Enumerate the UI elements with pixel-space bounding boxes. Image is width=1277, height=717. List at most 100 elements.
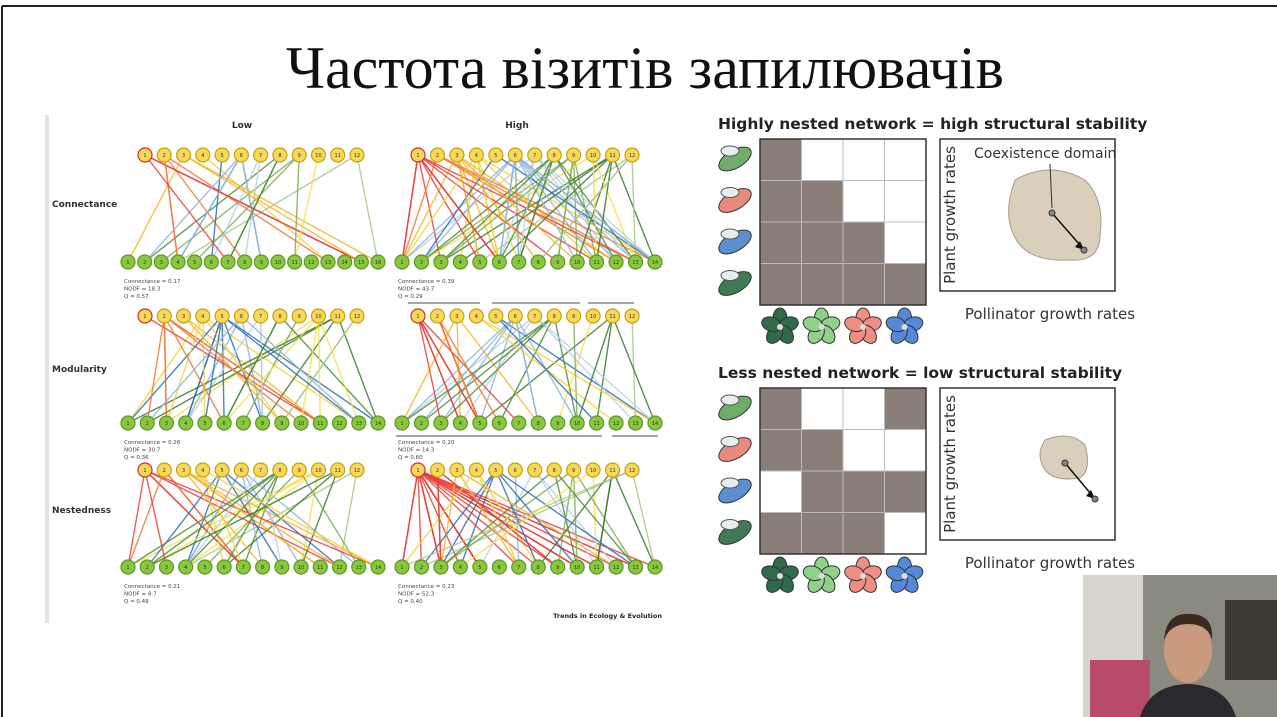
node-label: 12 [354,153,360,159]
node-label: 9 [572,468,575,474]
plant-node [394,254,410,270]
interaction-link [160,154,300,263]
plant-node [589,254,605,270]
interaction-link [202,315,283,424]
node-label: 16 [375,260,381,266]
slide-title: Частота візитів запилювачів [286,35,1004,101]
plant-node [647,415,663,431]
plant-center [901,324,908,330]
plant-node [303,254,319,270]
interaction-link [456,469,520,568]
annotation-leader [1049,163,1053,209]
coexistence-domain [1039,435,1089,480]
node-label: 12 [613,260,619,266]
interaction-link [127,469,165,568]
pollinator-node [291,462,307,478]
node-label: 4 [184,421,187,427]
matrix-cell [884,221,927,264]
node-label: 10 [275,260,281,266]
pollinator-node [507,308,523,324]
interaction-link [456,154,539,263]
interaction-link [240,315,360,424]
interaction-link [553,469,637,568]
plant-node [394,415,410,431]
node-label: 9 [556,421,559,427]
interaction-link [417,469,423,568]
interaction-link [456,154,578,263]
node-label: 13 [632,260,638,266]
node-label: 12 [354,314,360,320]
node-label: 9 [556,565,559,571]
pollinator-node [253,308,269,324]
network-panel: 1 2 3 4 5 6 7 8 9 10 11 121 2 3 4 5 6 7 8 9 10 11 12 13 14 15 16Co… [120,147,386,300]
node-label: 6 [240,153,243,159]
node-label: 9 [572,314,575,320]
node-label: 8 [278,314,281,320]
node-label: 11 [609,153,615,159]
node-label: 7 [242,565,245,571]
interaction-link [595,315,614,424]
pollinator-node [468,147,484,163]
pollinator-node [429,147,446,163]
interaction-link [146,315,242,424]
pollinator-node [214,147,230,163]
network-stat: Q = 0.57 [124,294,149,300]
matrix-cell [884,387,927,430]
plant-node [197,559,213,575]
node-label: 8 [553,468,556,474]
plant-node [235,415,251,431]
interaction-link [127,315,223,424]
plant-node [608,415,624,431]
interaction-link [421,315,555,424]
node-label: 6 [223,565,226,571]
row-label: Modularity [52,365,107,375]
pollinator-node [566,462,582,478]
pollinator-wing [720,145,740,157]
pollinator-node [429,308,446,324]
pollinator-node [214,308,230,324]
interaction-link [146,315,165,424]
pollinator-wing [720,228,740,240]
pollinator-node [137,147,153,163]
node-label: 3 [439,565,442,571]
row-label: Connectance [52,200,117,210]
plant-node [274,559,290,575]
axis-label: Plant growth rates [941,146,959,284]
interaction-link [537,154,633,263]
plant-node [253,254,269,270]
node-label: 14 [375,565,381,571]
interaction-link [338,469,358,568]
interaction-link [420,154,516,263]
node-label: 6 [223,421,226,427]
interaction-link [300,315,320,424]
network-stat: Q = 0.60 [398,455,423,461]
interaction-link [183,154,379,263]
node-label: 8 [537,421,540,427]
node-label: 14 [375,421,381,427]
interaction-link [436,315,500,424]
interaction-link [595,154,614,263]
node-label: 13 [632,565,638,571]
matrix-cell [842,221,885,264]
axis-label: Pollinator growth rates [965,305,1135,323]
plant-node [627,559,644,575]
node-label: 4 [459,421,462,427]
interaction-link [144,154,362,263]
network-stat: Connectance = 0.17 [124,279,181,285]
interaction-link [572,315,578,424]
node-label: 7 [259,153,262,159]
matrix-cell [842,387,885,430]
matrix-cell [884,263,927,306]
interaction-link [436,315,481,424]
node-label: 10 [590,468,596,474]
node-label: 11 [335,153,341,159]
node-label: 5 [203,421,206,427]
pollinator-node [527,308,543,324]
plant-node [491,415,507,431]
node-label: 5 [220,314,223,320]
pollinator-node [585,462,601,478]
interaction-link [223,315,319,424]
interaction-link [436,469,442,568]
interaction-link [475,469,539,568]
